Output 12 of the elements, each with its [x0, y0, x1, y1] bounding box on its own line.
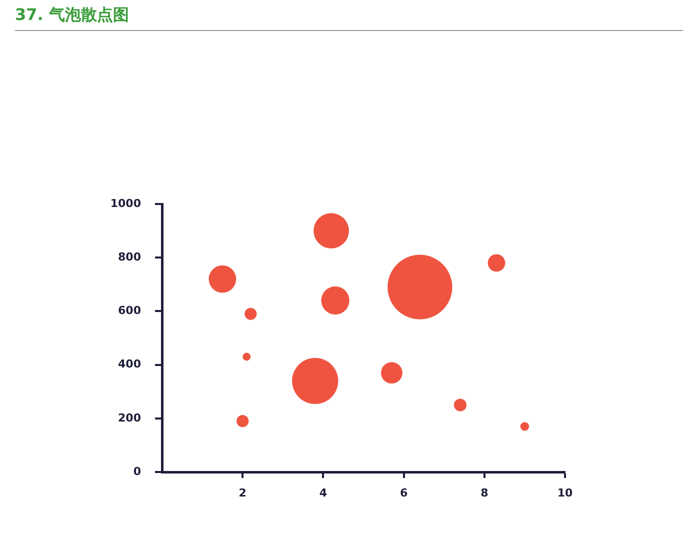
- x-tick-label: 6: [400, 486, 408, 500]
- y-tick-label: 0: [133, 464, 142, 478]
- y-tick-label: 200: [118, 411, 142, 424]
- y-tick-label: 800: [118, 250, 142, 264]
- y-tick-label: 600: [118, 304, 142, 318]
- x-tick-label: 8: [480, 486, 488, 500]
- y-tick-label: 1000: [110, 196, 142, 210]
- x-tick-label: 4: [319, 486, 328, 500]
- chart-title: 37. 气泡散点图: [15, 5, 129, 26]
- x-tick-label: 2: [238, 486, 246, 500]
- y-tick-label: 400: [118, 358, 142, 371]
- x-tick-label: 10: [557, 486, 573, 500]
